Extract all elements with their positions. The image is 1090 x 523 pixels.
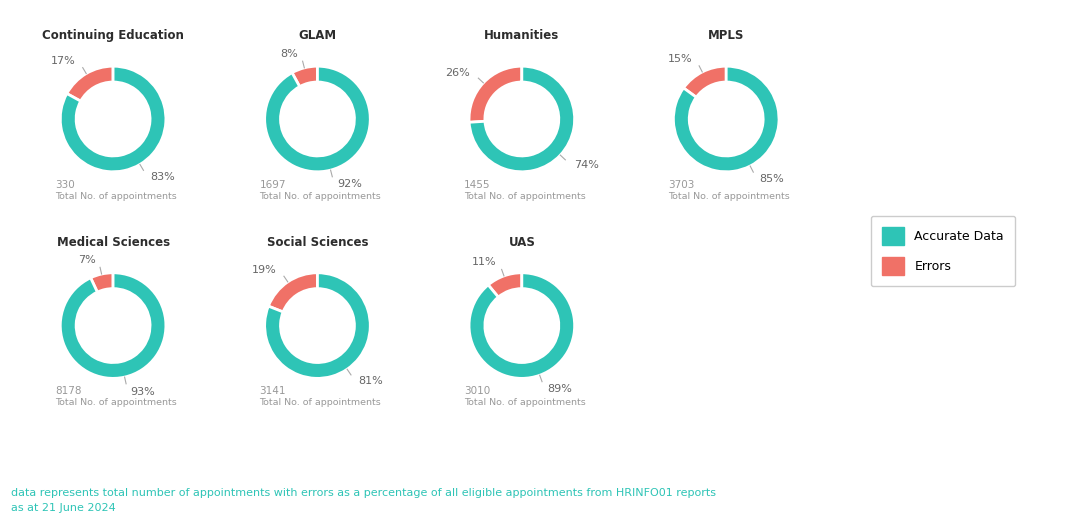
Wedge shape — [60, 273, 166, 378]
Text: 15%: 15% — [668, 54, 693, 64]
Text: data represents total number of appointments with errors as a percentage of all : data represents total number of appointm… — [11, 488, 716, 513]
Text: Total No. of appointments: Total No. of appointments — [463, 192, 585, 201]
Text: Total No. of appointments: Total No. of appointments — [54, 399, 177, 407]
Text: Humanities: Humanities — [484, 29, 559, 42]
Wedge shape — [268, 273, 317, 312]
Text: Total No. of appointments: Total No. of appointments — [259, 399, 382, 407]
Text: Total No. of appointments: Total No. of appointments — [259, 192, 382, 201]
Wedge shape — [265, 66, 371, 172]
Text: 3703: 3703 — [668, 180, 694, 190]
Text: 93%: 93% — [131, 386, 155, 396]
Wedge shape — [60, 66, 166, 172]
Wedge shape — [469, 273, 574, 378]
Text: 26%: 26% — [445, 67, 470, 78]
Text: 3141: 3141 — [259, 386, 286, 396]
Text: 1697: 1697 — [259, 180, 286, 190]
Text: UAS: UAS — [508, 236, 535, 249]
Text: 92%: 92% — [337, 179, 362, 189]
Text: 74%: 74% — [573, 160, 598, 170]
Text: GLAM: GLAM — [299, 29, 337, 42]
Text: 83%: 83% — [150, 172, 174, 182]
Text: Total No. of appointments: Total No. of appointments — [463, 399, 585, 407]
Text: 330: 330 — [54, 180, 75, 190]
Text: 1455: 1455 — [463, 180, 490, 190]
Text: 8178: 8178 — [54, 386, 82, 396]
Text: 7%: 7% — [78, 255, 96, 265]
Text: 19%: 19% — [252, 265, 277, 275]
Text: Total No. of appointments: Total No. of appointments — [54, 192, 177, 201]
Text: 89%: 89% — [547, 384, 572, 394]
Text: 3010: 3010 — [463, 386, 490, 396]
Wedge shape — [469, 66, 574, 172]
Wedge shape — [90, 273, 113, 292]
Wedge shape — [292, 66, 317, 87]
Wedge shape — [488, 273, 522, 297]
Text: Continuing Education: Continuing Education — [43, 29, 184, 42]
Text: 17%: 17% — [51, 56, 76, 66]
Text: Medical Sciences: Medical Sciences — [57, 236, 170, 249]
Text: 81%: 81% — [359, 377, 383, 386]
Wedge shape — [674, 66, 779, 172]
Wedge shape — [469, 66, 522, 122]
Text: 85%: 85% — [760, 174, 785, 184]
Legend: Accurate Data, Errors: Accurate Data, Errors — [871, 216, 1015, 286]
Text: 11%: 11% — [472, 257, 496, 267]
Wedge shape — [265, 273, 371, 378]
Text: 8%: 8% — [280, 49, 298, 59]
Text: MPLS: MPLS — [708, 29, 744, 42]
Text: Total No. of appointments: Total No. of appointments — [668, 192, 790, 201]
Text: Social Sciences: Social Sciences — [267, 236, 368, 249]
Wedge shape — [66, 66, 113, 101]
Wedge shape — [683, 66, 726, 97]
